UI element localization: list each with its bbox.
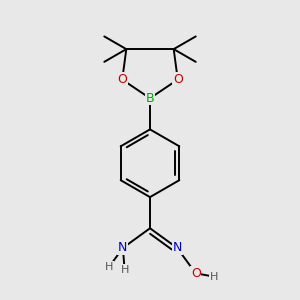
- Text: N: N: [172, 242, 182, 254]
- Text: H: H: [210, 272, 218, 282]
- Text: N: N: [118, 242, 128, 254]
- Text: O: O: [173, 73, 183, 86]
- Text: B: B: [146, 92, 154, 105]
- Text: H: H: [105, 262, 114, 272]
- Text: H: H: [120, 265, 129, 275]
- Text: O: O: [117, 73, 127, 86]
- Text: O: O: [191, 267, 201, 280]
